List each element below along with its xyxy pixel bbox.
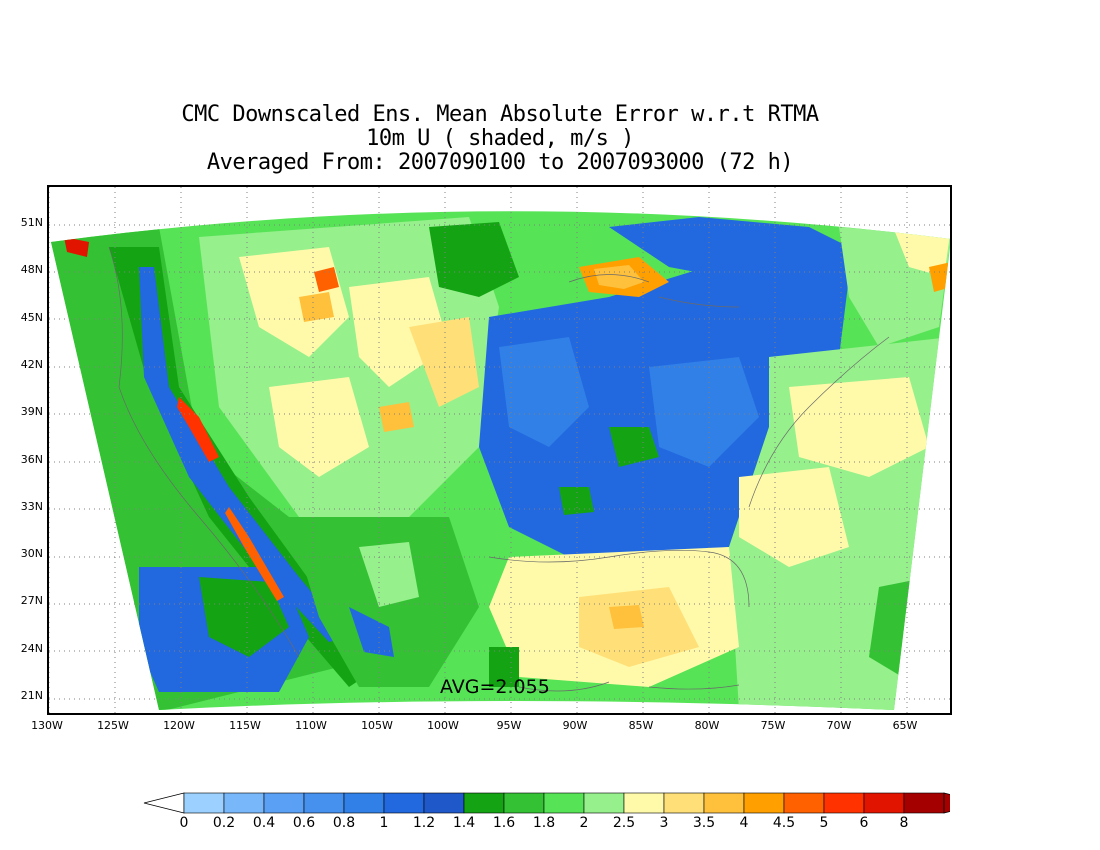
colorbar-over-arrow <box>943 792 950 814</box>
colorbar-tick-label: 3 <box>659 815 669 831</box>
colorbar-swatch <box>863 792 905 814</box>
coastlines <box>108 246 890 692</box>
title-line-1: CMC Downscaled Ens. Mean Absolute Error … <box>181 102 819 127</box>
lat-tick-label: 21N <box>20 689 43 702</box>
lon-tick-label: 125W <box>97 719 129 732</box>
lon-tick-label: 105W <box>361 719 393 732</box>
lat-tick-label: 48N <box>20 263 43 277</box>
colorbar-swatch <box>383 792 425 814</box>
colorbar-tick-label: 2 <box>579 815 589 831</box>
lat-tick-label: 45N <box>20 310 43 324</box>
colorbar-swatch <box>303 792 345 814</box>
error-field-map <box>49 187 950 713</box>
colorbar-swatch <box>183 792 225 814</box>
colorbar-tick-label: 6 <box>859 815 869 831</box>
colorbar-tick-label: 1.2 <box>412 815 436 831</box>
lat-tick-label: 51N <box>20 216 43 229</box>
colorbar-tick-label: 0.2 <box>212 815 236 831</box>
colorbar-swatch <box>503 792 545 814</box>
colorbar-tick-label: 4 <box>739 815 749 831</box>
colorbar-under-arrow <box>143 792 185 814</box>
lon-tick-label: 75W <box>760 719 786 732</box>
colorbar-tick-label: 0.6 <box>292 815 316 831</box>
lon-tick-label: 80W <box>694 719 720 732</box>
colorbar-tick-label: 1.6 <box>492 815 516 831</box>
colorbar-swatch <box>623 792 665 814</box>
lon-tick-label: 100W <box>427 719 459 732</box>
colorbar-swatch <box>583 792 625 814</box>
lon-tick-label: 85W <box>628 719 654 732</box>
colorbar-swatch <box>223 792 265 814</box>
colorbar-swatch <box>663 792 705 814</box>
lon-tick-label: 95W <box>496 719 522 732</box>
colorbar <box>143 792 950 814</box>
colorbar-swatch <box>423 792 465 814</box>
graticule <box>49 187 950 713</box>
colorbar-tick-label: 3.5 <box>692 815 716 831</box>
lat-tick-label: 36N <box>20 452 43 466</box>
colorbar-swatch <box>903 792 945 814</box>
colorbar-swatch <box>543 792 585 814</box>
colorbar-tick-label: 0.8 <box>332 815 356 831</box>
colorbar-tick-label: 1 <box>379 815 389 831</box>
lon-tick-label: 70W <box>826 719 852 732</box>
lon-tick-label: 65W <box>892 719 918 732</box>
lon-tick-label: 110W <box>295 719 327 732</box>
colorbar-tick-label: 4.5 <box>772 815 796 831</box>
title-line-2: 10m U ( shaded, m/s ) <box>366 126 634 151</box>
lat-tick-label: 42N <box>20 357 43 371</box>
lon-tick-label: 115W <box>229 719 261 732</box>
lat-tick-label: 30N <box>20 547 43 561</box>
colorbar-tick-label: 0 <box>179 815 189 831</box>
colorbar-swatch <box>823 792 865 814</box>
lon-tick-label: 120W <box>163 719 195 732</box>
average-value-label: AVG=2.055 <box>440 676 550 698</box>
colorbar-tick-label: 2.5 <box>612 815 636 831</box>
colorbar-tick-label: 1.4 <box>452 815 476 831</box>
colorbar-swatch <box>263 792 305 814</box>
shaded-field <box>51 211 950 710</box>
lon-tick-label: 130W <box>31 719 63 732</box>
colorbar-tick-label: 8 <box>899 815 909 831</box>
lat-tick-label: 33N <box>20 499 43 513</box>
lat-tick-label: 27N <box>20 594 43 608</box>
colorbar-swatch <box>703 792 745 814</box>
map-panel <box>47 185 952 715</box>
colorbar-tick-label: 0.4 <box>252 815 276 831</box>
colorbar-swatch <box>743 792 785 814</box>
lat-tick-label: 24N <box>20 641 43 655</box>
colorbar-swatch <box>783 792 825 814</box>
colorbar-swatch <box>463 792 505 814</box>
lat-tick-label: 39N <box>20 405 43 419</box>
colorbar-tick-label: 5 <box>819 815 829 831</box>
title-line-3: Averaged From: 2007090100 to 2007093000 … <box>206 150 794 175</box>
colorbar-swatch <box>343 792 385 814</box>
lon-tick-label: 90W <box>562 719 588 732</box>
colorbar-tick-label: 1.8 <box>532 815 556 831</box>
